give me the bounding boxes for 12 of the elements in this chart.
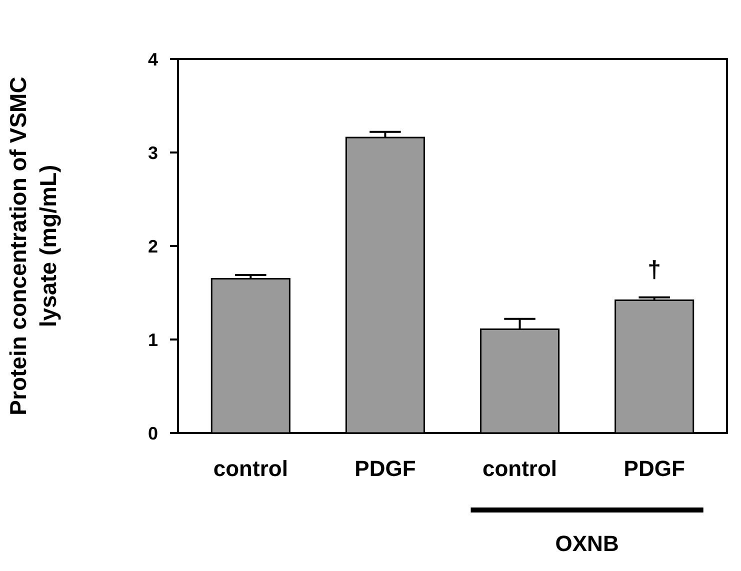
x-tick-label: control [482, 456, 558, 481]
y-tick-label: 1 [148, 330, 158, 350]
x-tick-label: PDGF [354, 456, 416, 481]
annotation: † [648, 256, 662, 284]
y-tick-label: 4 [148, 49, 158, 70]
y-tick-label: 3 [148, 142, 158, 163]
y-tick-label: 2 [148, 236, 158, 256]
x-tick-label: control [213, 456, 288, 481]
y-axis-title: Protein concentration of VSMC lysate (mg/mL) [5, 76, 61, 416]
x-tick-label: PDGF [624, 456, 685, 481]
text: OXNB [555, 531, 619, 556]
y-tick-label: 0 [148, 423, 158, 444]
